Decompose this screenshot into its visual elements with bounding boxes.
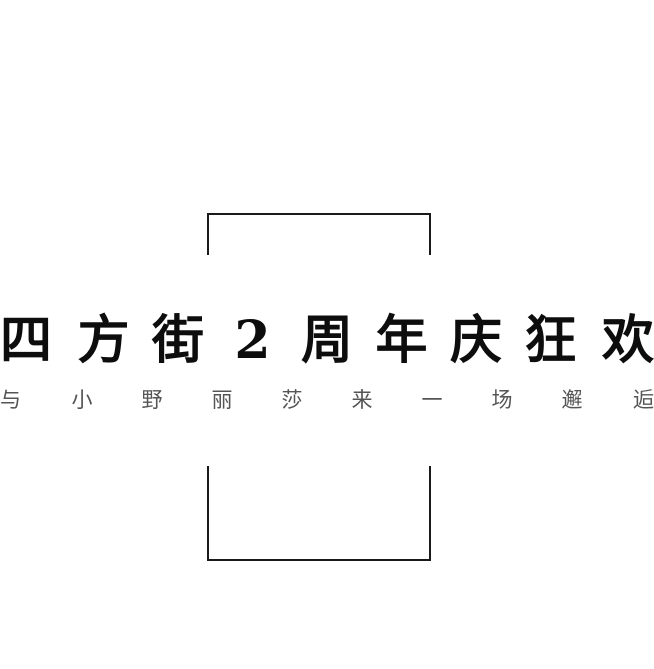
subtitle-char: 丽 [211, 387, 233, 412]
title-char: 街 [151, 310, 204, 371]
subtitle-char: 与 [0, 387, 21, 412]
event-title: 四 方 街 2 周 年 庆 狂 欢 [0, 306, 654, 376]
subtitle-char: 来 [351, 387, 373, 412]
title-char: 方 [77, 310, 130, 371]
subtitle-char: 场 [491, 387, 513, 412]
title-char: 周 [300, 310, 353, 371]
title-char: 庆 [449, 310, 502, 371]
subtitle-char: 小 [71, 387, 93, 412]
subtitle-char: 逅 [633, 387, 654, 412]
title-char: 狂 [524, 310, 577, 371]
subtitle-char: 邂 [561, 387, 583, 412]
frame-bottom-bracket [207, 466, 431, 561]
title-char: 欢 [601, 310, 654, 371]
title-char: 年 [375, 310, 428, 371]
subtitle-char: 莎 [281, 387, 303, 412]
title-char: 四 [0, 310, 53, 371]
title-char: 2 [234, 310, 271, 371]
frame-top-bracket [207, 213, 431, 255]
subtitle-char: 野 [141, 387, 163, 412]
event-subtitle: 与 小 野 丽 莎 来 一 场 邂 逅 [0, 386, 654, 414]
subtitle-char: 一 [421, 387, 443, 412]
